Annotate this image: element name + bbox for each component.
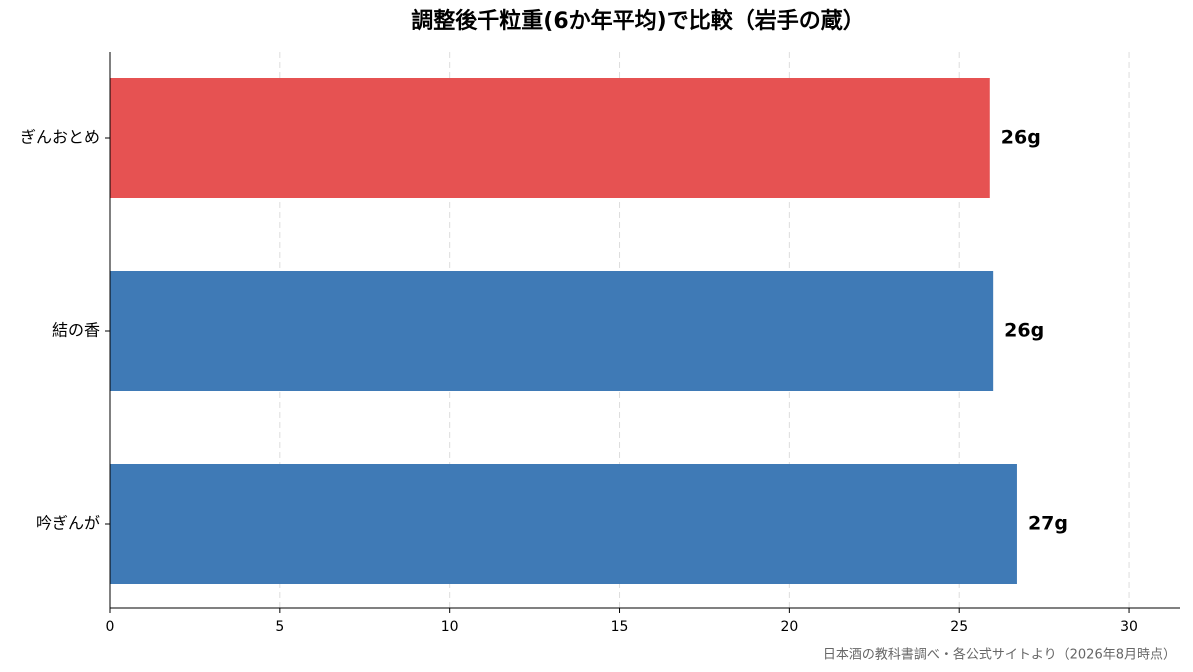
y-tick-label: 吟ぎんが (36, 514, 100, 533)
bar (110, 464, 1017, 584)
source-note: 日本酒の教科書調べ・各公式サイトより（2026年8月時点） (823, 647, 1176, 663)
x-tick-label: 25 (950, 619, 968, 635)
x-tick-label: 0 (106, 619, 115, 635)
x-tick-label: 30 (1120, 619, 1138, 635)
value-label: 26g (1004, 320, 1044, 342)
bar (110, 78, 990, 198)
y-tick-label: 結の香 (52, 321, 100, 340)
x-tick-label: 5 (275, 619, 284, 635)
x-tick-label: 20 (780, 619, 798, 635)
bar (110, 271, 994, 391)
chart-title: 調整後千粒重(6か年平均)で比較（岩手の蔵） (411, 8, 864, 34)
x-tick-label: 10 (441, 619, 459, 635)
value-label: 26g (1001, 127, 1041, 149)
value-label: 27g (1028, 513, 1068, 535)
x-tick-label: 15 (611, 619, 629, 635)
y-tick-label: ぎんおとめ (20, 128, 100, 147)
